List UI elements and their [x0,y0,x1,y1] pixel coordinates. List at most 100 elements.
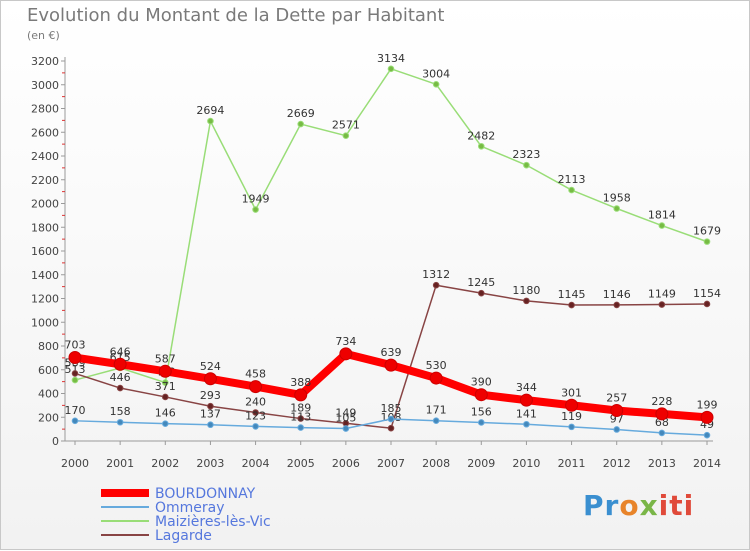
data-label-maizi-res-l-s-vic: 1949 [242,193,270,206]
data-point-lagarde [477,289,485,297]
x-tick-label: 2003 [196,457,224,470]
data-point-maizi-res-l-s-vic [477,142,485,150]
data-label-maizi-res-l-s-vic: 2482 [467,129,495,142]
y-tick-label: 3200 [31,55,59,68]
data-point-maizi-res-l-s-vic [71,376,79,384]
data-point-bourdonnay [203,372,217,386]
data-label-bourdonnay: 257 [606,391,627,404]
data-point-lagarde [432,281,440,289]
data-label-lagarde: 371 [155,380,176,393]
x-tick-label: 2010 [512,457,540,470]
data-label-lagarde: 240 [245,396,266,409]
y-tick-label: 0 [52,435,59,448]
data-label-ommeray: 119 [561,410,582,423]
data-label-ommeray: 113 [290,411,311,424]
legend-label-maizi-res-l-s-vic: Maizières-lès-Vic [155,514,271,530]
data-label-ommeray: 156 [471,405,492,418]
data-point-maizi-res-l-s-vic [613,205,621,212]
data-label-maizi-res-l-s-vic: 1958 [603,191,631,204]
data-point-bourdonnay [249,380,263,394]
data-point-lagarde [658,301,666,308]
data-label-ommeray: 141 [516,407,537,420]
x-tick-label: 2000 [61,457,89,470]
data-point-lagarde [71,370,79,377]
data-point-bourdonnay [700,410,714,424]
data-label-bourdonnay: 587 [155,352,176,365]
x-tick-label: 2004 [242,457,270,470]
data-point-bourdonnay [610,403,624,417]
data-point-lagarde [116,384,124,392]
x-tick-label: 2012 [603,457,631,470]
data-point-ommeray [387,415,395,423]
data-label-maizi-res-l-s-vic: 2113 [558,173,586,186]
data-label-lagarde: 293 [200,389,221,402]
data-label-bourdonnay: 458 [245,368,266,381]
data-label-ommeray: 170 [65,404,86,417]
legend-label-bourdonnay: BOURDONNAY [155,486,256,502]
data-label-lagarde: 1312 [422,268,450,281]
data-point-maizi-res-l-s-vic [161,379,169,386]
data-label-maizi-res-l-s-vic: 1679 [693,225,721,238]
data-point-ommeray [252,423,259,430]
data-label-bourdonnay: 530 [426,359,447,372]
data-point-lagarde [207,402,214,410]
data-label-ommeray: 146 [155,407,176,420]
y-tick-label: 2400 [31,150,59,163]
data-point-bourdonnay [655,407,669,421]
y-tick-label: 2000 [31,198,59,211]
data-point-lagarde [387,424,395,432]
data-point-bourdonnay [429,371,443,385]
y-tick-label: 800 [38,340,59,353]
x-tick-label: 2014 [693,457,721,470]
data-label-bourdonnay: 199 [697,398,718,411]
data-point-maizi-res-l-s-vic [658,222,666,229]
x-tick-label: 2013 [648,457,676,470]
data-label-lagarde: 1145 [558,288,586,301]
y-tick-label: 600 [38,364,59,377]
data-point-ommeray [613,426,621,433]
data-label-maizi-res-l-s-vic: 3134 [377,52,405,65]
data-label-bourdonnay: 646 [110,345,131,358]
data-label-lagarde: 1245 [467,276,495,289]
x-tick-label: 2001 [106,457,134,470]
data-point-lagarde [703,300,711,308]
data-point-maizi-res-l-s-vic [568,186,575,194]
data-label-lagarde: 1149 [648,288,676,301]
data-point-ommeray [568,423,575,431]
data-label-bourdonnay: 228 [651,395,672,408]
legend-label-lagarde: Lagarde [155,528,212,544]
data-point-ommeray [658,429,666,437]
data-label-lagarde: 1180 [512,284,540,297]
x-tick-label: 2009 [467,457,495,470]
data-label-bourdonnay: 703 [65,339,86,352]
data-point-ommeray [297,424,305,431]
data-point-lagarde [297,415,305,422]
data-point-ommeray [71,417,79,425]
data-label-bourdonnay: 734 [335,335,356,348]
proxiti-logo: Proxiti [583,489,695,522]
data-label-lagarde: 446 [110,371,131,384]
data-point-ommeray [703,431,711,439]
data-label-maizi-res-l-s-vic: 2323 [512,148,540,161]
data-label-ommeray: 158 [110,405,131,418]
data-point-lagarde [252,409,259,416]
data-point-ommeray [342,425,350,432]
x-tick-label: 2008 [422,457,450,470]
data-label-ommeray: 105 [335,412,356,425]
data-label-bourdonnay: 390 [471,376,492,389]
data-point-lagarde [523,297,530,305]
data-point-bourdonnay [339,347,353,361]
data-point-ommeray [161,420,169,427]
data-label-maizi-res-l-s-vic: 1814 [648,209,676,222]
y-tick-label: 1200 [31,293,59,306]
data-label-bourdonnay: 639 [381,346,402,359]
y-tick-label: 200 [38,411,59,424]
data-point-maizi-res-l-s-vic [387,65,395,73]
data-point-ommeray [207,421,214,429]
data-point-maizi-res-l-s-vic [523,161,530,169]
data-label-maizi-res-l-s-vic: 513 [65,363,86,376]
x-tick-label: 2007 [377,457,405,470]
data-point-bourdonnay [294,388,308,402]
data-point-ommeray [116,418,124,426]
